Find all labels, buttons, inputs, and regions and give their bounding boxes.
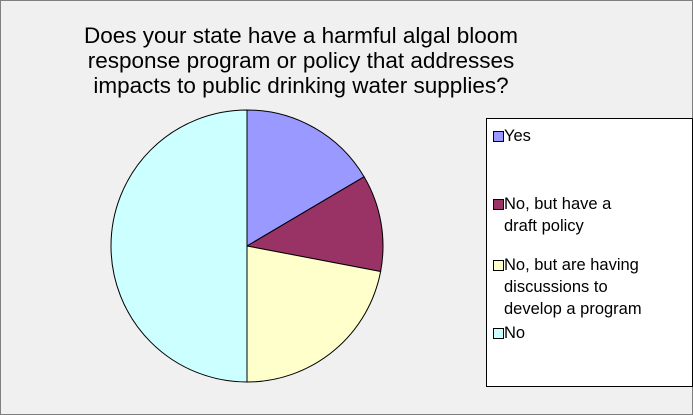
chart-legend: Yes No, but have a draft policy No, but …	[486, 118, 693, 387]
legend-line: Yes	[504, 127, 531, 145]
legend-line: draft policy	[504, 217, 584, 235]
legend-label-no: No	[504, 322, 692, 344]
legend-line: develop a program	[504, 300, 642, 318]
chart-title-line-3: impacts to public drinking water supplie…	[93, 73, 509, 98]
legend-swatch-discussions	[493, 260, 504, 271]
legend-label-yes: Yes	[504, 125, 692, 147]
chart-title-line-1: Does your state have a harmful algal blo…	[84, 23, 518, 48]
legend-label-draft-policy: No, but have a draft policy	[504, 193, 692, 237]
legend-line: No, but are having	[504, 256, 639, 274]
legend-swatch-no	[493, 328, 504, 339]
legend-label-discussions: No, but are having discussions to develo…	[504, 254, 692, 320]
chart-title-line-2: response program or policy that addresse…	[87, 48, 515, 73]
legend-swatch-yes	[493, 131, 504, 142]
legend-line: No	[504, 324, 526, 342]
chart-title: Does your state have a harmful algal blo…	[61, 23, 541, 98]
legend-line: No, but have a	[504, 195, 612, 213]
pie-slice-draft-policy	[245, 176, 384, 273]
legend-line: discussions to	[504, 278, 608, 296]
pie-slice-no	[110, 109, 248, 383]
pie-slice-yes	[246, 109, 365, 247]
pie-slice-discussions	[246, 245, 382, 383]
legend-swatch-draft-policy	[493, 199, 504, 210]
